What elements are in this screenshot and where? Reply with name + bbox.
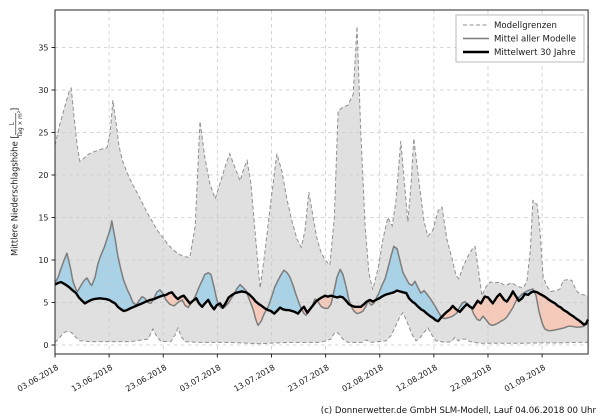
y-tick-label: 30 [38,86,48,95]
y-axis-label: Mittlere Niederschlagshöhe [ L Tag × m² … [10,108,25,256]
y-tick-label: 15 [38,213,48,222]
legend-label-mittel-aller-modelle: Mittel aller Modelle [494,35,576,45]
below-normal-fill [441,305,458,319]
upper-model-bound-line [54,26,589,298]
copyright-caption: (c) Donnerwetter.de GmbH SLM-Modell, Lau… [321,406,597,416]
x-tick-label: 13.06.2018 [70,363,114,394]
above-normal-fill [55,220,148,311]
below-normal-fill [534,291,589,331]
y-tick-label: 20 [38,171,48,180]
model-range-band [55,26,589,344]
model-bound-lines [54,26,589,345]
y-axis-unit-numerator: L [10,122,16,126]
below-normal-fill [350,300,376,314]
mean-30y-line [54,280,590,326]
x-tick-label: 13.07.2018 [232,363,276,394]
x-tick-label: 12.08.2018 [395,363,439,394]
legend: Modellgrenzen Mittel aller Modelle Mitte… [455,14,585,63]
x-tick-label: 03.06.2018 [16,363,60,394]
x-tick-label: 01.09.2018 [503,363,547,394]
x-tick-label: 02.08.2018 [341,363,385,394]
y-tick-label: 25 [38,128,48,137]
x-tick-label: 23.06.2018 [124,363,168,394]
x-tick-label: 23.07.2018 [286,363,330,394]
plot-frame [54,9,589,355]
axes [51,9,589,358]
y-tick-label: 5 [43,298,48,307]
lower-model-bound-line [54,311,589,345]
model-mean-line [54,220,589,332]
y-axis-unit-denominator: Tag × m² [17,111,24,138]
mean-lines [54,220,590,332]
below-normal-fill [246,292,267,326]
legend-label-modellgrenzen: Modellgrenzen [494,21,557,31]
legend-label-mittelwert-30-jahre: Mittelwert 30 Jahre [494,48,576,58]
x-tick-label: 22.08.2018 [449,363,493,394]
y-tick-label: 10 [38,256,48,265]
y-tick-label: 35 [38,43,48,52]
x-tick-label: 03.07.2018 [178,363,222,394]
y-axis-label-text: Mittlere Niederschlagshöhe [ [10,135,20,256]
y-axis-label-close-bracket: ] [10,108,20,111]
model-range-area [55,26,589,344]
y-tick-label: 0 [43,341,48,350]
